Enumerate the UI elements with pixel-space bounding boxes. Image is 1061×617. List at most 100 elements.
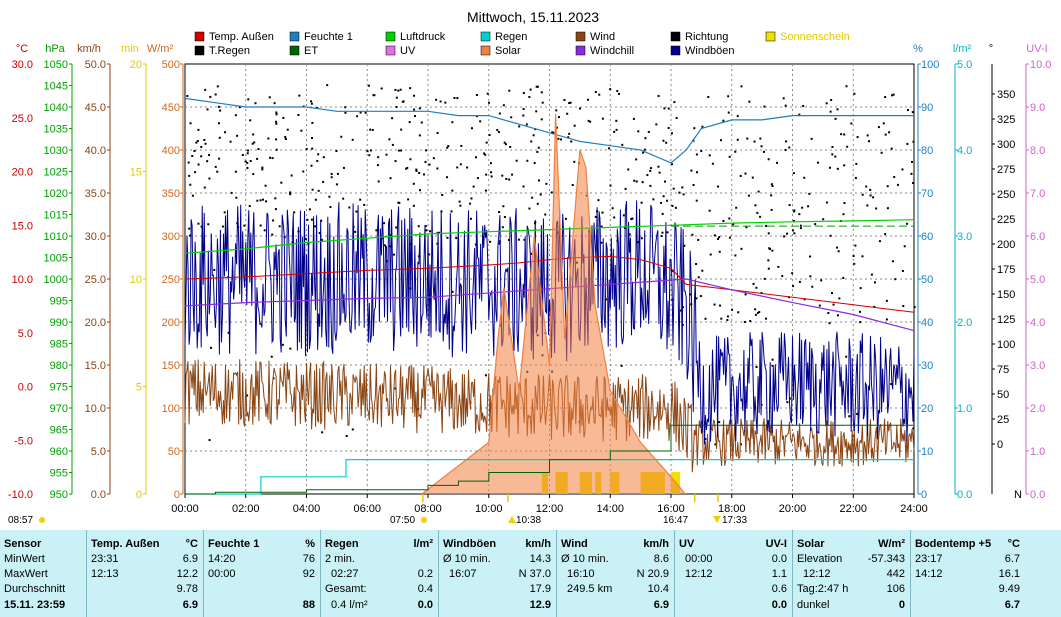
axis-tick-direction: 0 <box>997 439 1003 451</box>
axis-tick-solar: 200 <box>162 317 180 329</box>
direction-point <box>791 272 794 275</box>
direction-point <box>754 204 757 207</box>
direction-point <box>843 202 846 205</box>
direction-point <box>446 176 449 179</box>
direction-point <box>906 109 909 112</box>
axis-tick-uvi: 7.0 <box>1030 188 1045 200</box>
direction-point <box>236 134 239 137</box>
direction-point <box>854 244 857 247</box>
direction-point <box>515 159 518 162</box>
axis-tick-direction: 150 <box>997 289 1015 301</box>
direction-point <box>736 138 739 141</box>
direction-point <box>767 158 770 161</box>
direction-point <box>601 117 604 120</box>
direction-point <box>529 88 532 91</box>
direction-point <box>530 252 533 255</box>
direction-point <box>799 224 802 227</box>
x-tick-label: 00:00 <box>171 503 199 515</box>
direction-point <box>483 152 486 155</box>
direction-point <box>661 231 664 234</box>
direction-point <box>875 207 878 210</box>
soil-current: 6.7 <box>1004 599 1020 611</box>
direction-point <box>884 96 887 99</box>
axis-tick-humidity: 10 <box>921 446 933 458</box>
direction-point <box>640 201 643 204</box>
right-axes: %1009080706050403020100l/m²5.04.03.02.01… <box>913 43 1051 501</box>
direction-point <box>888 131 891 134</box>
legend-swatch <box>575 31 586 42</box>
direction-point <box>423 173 426 176</box>
direction-point <box>397 89 400 92</box>
sensor-row-avg: Durchschnitt <box>4 583 66 595</box>
direction-point <box>755 286 758 289</box>
direction-point <box>701 125 704 128</box>
direction-point <box>441 194 444 197</box>
direction-point <box>522 91 525 94</box>
wind-r3-value: 10.4 <box>647 583 669 595</box>
direction-point <box>189 122 192 125</box>
direction-point <box>643 148 646 151</box>
direction-point <box>436 167 439 170</box>
axis-tick-minutes: 5 <box>136 382 142 394</box>
axis-tick-wind: 35.0 <box>85 188 106 200</box>
direction-point <box>475 94 478 97</box>
direction-point <box>763 277 766 280</box>
direction-point <box>385 153 388 156</box>
direction-point <box>191 154 194 157</box>
axis-tick-rain: 3.0 <box>957 231 972 243</box>
direction-point <box>424 160 427 163</box>
direction-point <box>771 358 774 361</box>
humidity-current: 88 <box>302 599 315 611</box>
direction-point <box>505 177 508 180</box>
direction-point <box>912 182 915 185</box>
axis-tick-uvi: 1.0 <box>1030 446 1045 458</box>
direction-point <box>649 184 652 187</box>
direction-point <box>670 163 673 166</box>
stats-col-soil: Bodentemp +5 °C 23:17 6.7 14:12 16.1 9.49 6… <box>910 530 1026 617</box>
direction-point <box>616 90 619 93</box>
axis-tick-humidity: 0 <box>921 489 927 501</box>
direction-point <box>469 202 472 205</box>
direction-point <box>880 151 883 154</box>
direction-point <box>310 164 313 167</box>
direction-point <box>335 183 338 186</box>
direction-point <box>771 249 774 252</box>
direction-point <box>884 233 887 236</box>
direction-point <box>615 128 618 131</box>
direction-point <box>834 117 837 120</box>
direction-point <box>504 143 507 146</box>
direction-point <box>413 115 416 118</box>
direction-point <box>249 119 252 122</box>
direction-point <box>662 139 665 142</box>
direction-point <box>355 210 358 213</box>
direction-point <box>666 199 669 202</box>
direction-point <box>207 223 210 226</box>
direction-point <box>569 101 572 104</box>
direction-point <box>417 408 420 411</box>
direction-point <box>528 96 531 99</box>
direction-point <box>739 443 742 446</box>
direction-point <box>304 237 307 240</box>
direction-point <box>786 232 789 235</box>
direction-point <box>458 200 461 203</box>
direction-point <box>655 123 658 126</box>
direction-point <box>284 136 287 139</box>
axis-tick-temp: 15.0 <box>12 220 33 232</box>
axis-tick-uvi: 5.0 <box>1030 274 1045 286</box>
axis-tick-solar: 450 <box>162 102 180 114</box>
direction-point <box>853 92 856 95</box>
direction-point <box>713 234 716 237</box>
legend-swatch <box>289 31 300 42</box>
direction-point <box>479 120 482 123</box>
direction-point <box>193 149 196 152</box>
direction-point <box>508 178 511 181</box>
series-feuchte- <box>184 97 914 164</box>
direction-point <box>275 111 278 114</box>
axis-tick-direction: 25 <box>997 414 1009 426</box>
direction-point <box>314 198 317 201</box>
direction-point <box>354 230 357 233</box>
direction-point <box>613 216 616 219</box>
left-axes: °C 30.0 25.0 20.0 15.0 10.0 5.0 0.0 -5.0 -10.0 hPa… <box>8 43 184 501</box>
direction-point <box>413 108 416 111</box>
direction-point <box>188 234 191 237</box>
